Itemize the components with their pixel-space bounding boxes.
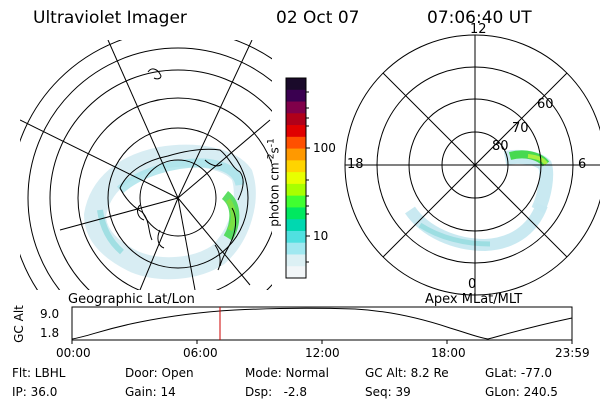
latitude-arcs [20, 40, 272, 290]
imager-title: Ultraviolet Imager [33, 8, 187, 28]
status-dsp: Dsp: -2.8 [245, 385, 308, 399]
geographic-map [20, 40, 272, 290]
orbit-x-ticks [71, 340, 573, 344]
status-glat: GLat: -77.0 [485, 366, 552, 380]
colorbar-band [286, 160, 306, 173]
orbit-plot-frame [71, 306, 573, 341]
geographic-caption: Geographic Lat/Lon [68, 292, 195, 307]
mlt-label-12: 12 [470, 22, 487, 37]
mlat-label-80: 80 [492, 139, 509, 154]
status-gc-alt: GC Alt: 8.2 Re [365, 366, 449, 380]
status-glon: GLon: 240.5 [485, 385, 558, 399]
orbit-xtick-0000: 00:00 [56, 346, 91, 360]
status-mode: Mode: Normal [245, 366, 329, 380]
colorbar-band [286, 230, 306, 244]
mlt-lines [345, 35, 600, 295]
colorbar-band [286, 207, 306, 220]
colorbar-unit-label: photon cm-2s-1 [266, 138, 282, 227]
orbit-xtick-2359: 23:59 [555, 346, 590, 360]
colorbar-band [286, 101, 306, 114]
colorbar-band [286, 183, 306, 197]
orbit-ylabel: GC Alt [12, 305, 26, 343]
colorbar-band [286, 89, 306, 103]
colorbar-band [286, 242, 306, 255]
colorbar-band [286, 136, 306, 150]
status-ip: IP: 36.0 [12, 385, 58, 399]
aurora-oval-geographic [83, 144, 256, 280]
colorbar-band [286, 195, 306, 208]
orbit-ytick-high: 9.0 [40, 307, 60, 321]
colorbar-ticks [306, 91, 310, 263]
orbit-xtick-1800: 18:00 [431, 346, 466, 360]
colorbar-band [286, 125, 306, 138]
mlt-label-6: 6 [578, 157, 587, 172]
colorbar-frame [285, 77, 307, 279]
colorbar-band [286, 78, 306, 91]
orbit-xtick-0600: 06:00 [183, 346, 218, 360]
colorbar-band [286, 254, 306, 267]
status-seq: Seq: 39 [365, 385, 411, 399]
mlt-label-18: 18 [347, 157, 364, 172]
mlt-label-0: 0 [468, 277, 477, 292]
colorbar-band [286, 219, 306, 232]
date-label: 02 Oct 07 [276, 8, 360, 28]
apex-caption: Apex MLat/MLT [425, 292, 523, 307]
apex-polar-plot [344, 34, 600, 296]
mlat-label-60: 60 [537, 97, 554, 112]
orbit-altitude-curve [71, 307, 573, 340]
status-filter: Flt: LBHL [12, 366, 66, 380]
time-label: 07:06:40 UT [427, 8, 532, 28]
orbit-ytick-low: 1.8 [40, 326, 60, 340]
meridian-lines [20, 40, 271, 290]
mlat-label-70: 70 [512, 121, 529, 136]
status-door: Door: Open [125, 366, 194, 380]
colorbar-tick-100: 100 [313, 141, 336, 155]
colorbar [286, 78, 306, 279]
colorbar-tick-10: 10 [313, 229, 329, 243]
colorbar-band [286, 266, 306, 279]
colorbar-band [286, 113, 306, 126]
status-gain: Gain: 14 [125, 385, 176, 399]
colorbar-band [286, 148, 306, 161]
orbit-xtick-1200: 12:00 [305, 346, 340, 360]
coastlines [119, 68, 244, 271]
colorbar-band [286, 172, 306, 185]
